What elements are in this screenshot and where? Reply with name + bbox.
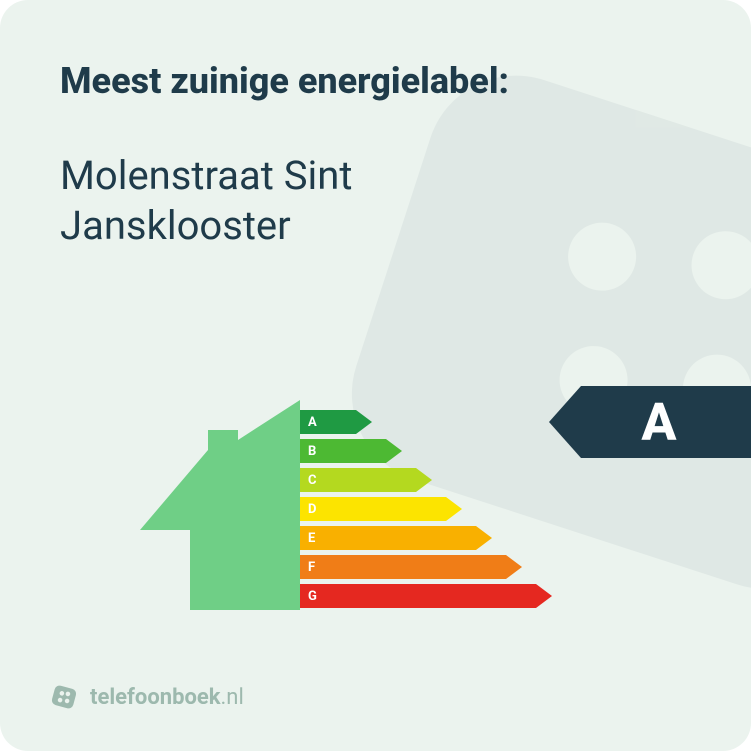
energy-bar-g: G [300,584,552,608]
house-icon [140,400,300,620]
footer-tld: .nl [221,685,244,710]
energy-bar-a: A [300,410,552,434]
bar-letter: E [308,531,315,546]
energy-label-card: Meest zuinige energielabel: Molenstraat … [0,0,751,751]
subtitle: Molenstraat Sint Jansklooster [60,151,580,251]
bar-letter: F [308,560,315,575]
energy-bar-f: F [300,555,552,579]
bar-letter: B [308,444,316,459]
energy-bar-c: C [300,468,552,492]
footer: telefoonboek.nl [50,683,244,711]
energy-bar-b: B [300,439,552,463]
bar-letter: C [308,473,317,488]
title: Meest zuinige energielabel: [60,60,691,103]
content: Meest zuinige energielabel: Molenstraat … [0,0,751,751]
phonebook-logo-icon [50,683,78,711]
bar-letter: D [308,502,316,517]
footer-brand: telefoonboek [90,685,221,710]
bar-letter: G [308,589,317,604]
bar-letter: A [308,415,317,430]
energy-bars: ABCDEFG [300,410,552,608]
footer-text: telefoonboek.nl [90,685,244,710]
energy-bar-d: D [300,497,552,521]
result-tag: A [549,386,751,458]
energy-bar-e: E [300,526,552,550]
result-letter: A [641,392,676,453]
